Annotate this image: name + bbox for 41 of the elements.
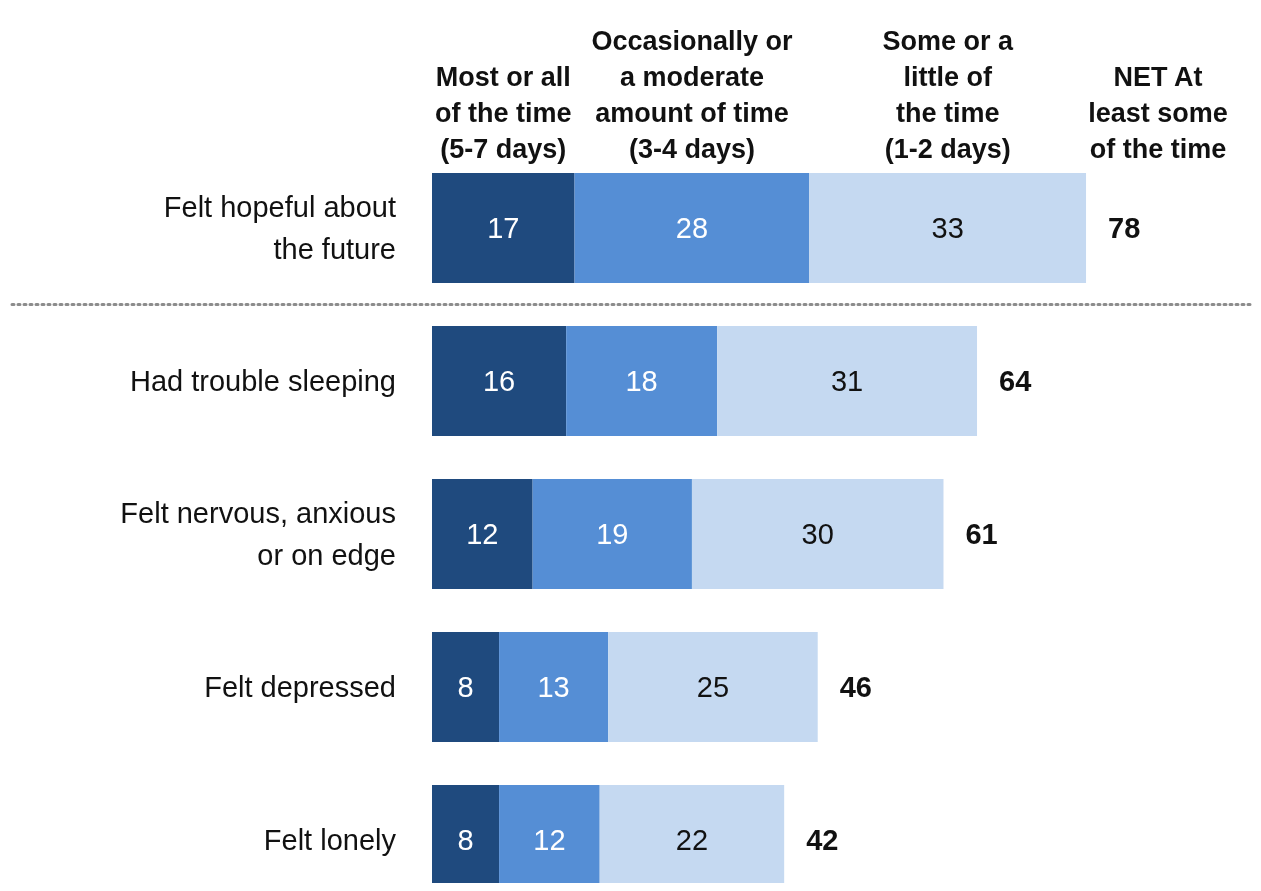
total-label: 61 (965, 518, 998, 551)
bar (717, 326, 978, 436)
text: NET At least some of the time (1088, 62, 1228, 164)
data-label: 25 (696, 671, 730, 704)
bar (499, 632, 609, 742)
bar (432, 632, 500, 742)
data-label: 8 (457, 671, 474, 704)
data-label: 13 (537, 671, 570, 704)
series-label: Occasionally or a moderate amount of time (3-4 days) (591, 26, 793, 164)
y-tick-label: Felt depressed (204, 671, 396, 704)
bar (574, 173, 810, 283)
y-tick-label: Had trouble sleeping (129, 365, 396, 398)
series-label: Most or all of the time (5-7 days) (435, 62, 572, 164)
bar (432, 173, 575, 283)
data-label: 33 (931, 212, 964, 245)
total-label: 46 (839, 671, 872, 704)
total-label: 64 (999, 365, 1032, 398)
y-tick-label: Felt nervous, anxious or on edge (120, 497, 396, 572)
y-tick-label: Felt hopeful about the future (163, 191, 396, 266)
series-label: Some or a little of the time (1-2 days) (882, 26, 1014, 164)
data-label: 30 (801, 518, 834, 551)
data-label: 17 (487, 212, 520, 245)
total-label: 42 (806, 824, 839, 857)
data-label: 28 (675, 212, 709, 245)
total-label: 78 (1108, 212, 1141, 245)
data-label: 16 (482, 365, 516, 398)
bar (809, 173, 1087, 283)
data-label: 12 (466, 518, 499, 551)
bar (608, 632, 818, 742)
data-label: 18 (625, 365, 658, 398)
data-label: 19 (596, 518, 629, 551)
y-tick-label: Felt lonely (263, 824, 397, 857)
data-label: 12 (533, 824, 566, 857)
data-label: 8 (457, 824, 474, 857)
bar (691, 479, 944, 589)
data-label: 31 (830, 365, 864, 398)
bar (432, 326, 567, 436)
data-label: 22 (675, 824, 709, 857)
bar (566, 326, 718, 436)
bar (532, 479, 692, 589)
bar (432, 479, 533, 589)
